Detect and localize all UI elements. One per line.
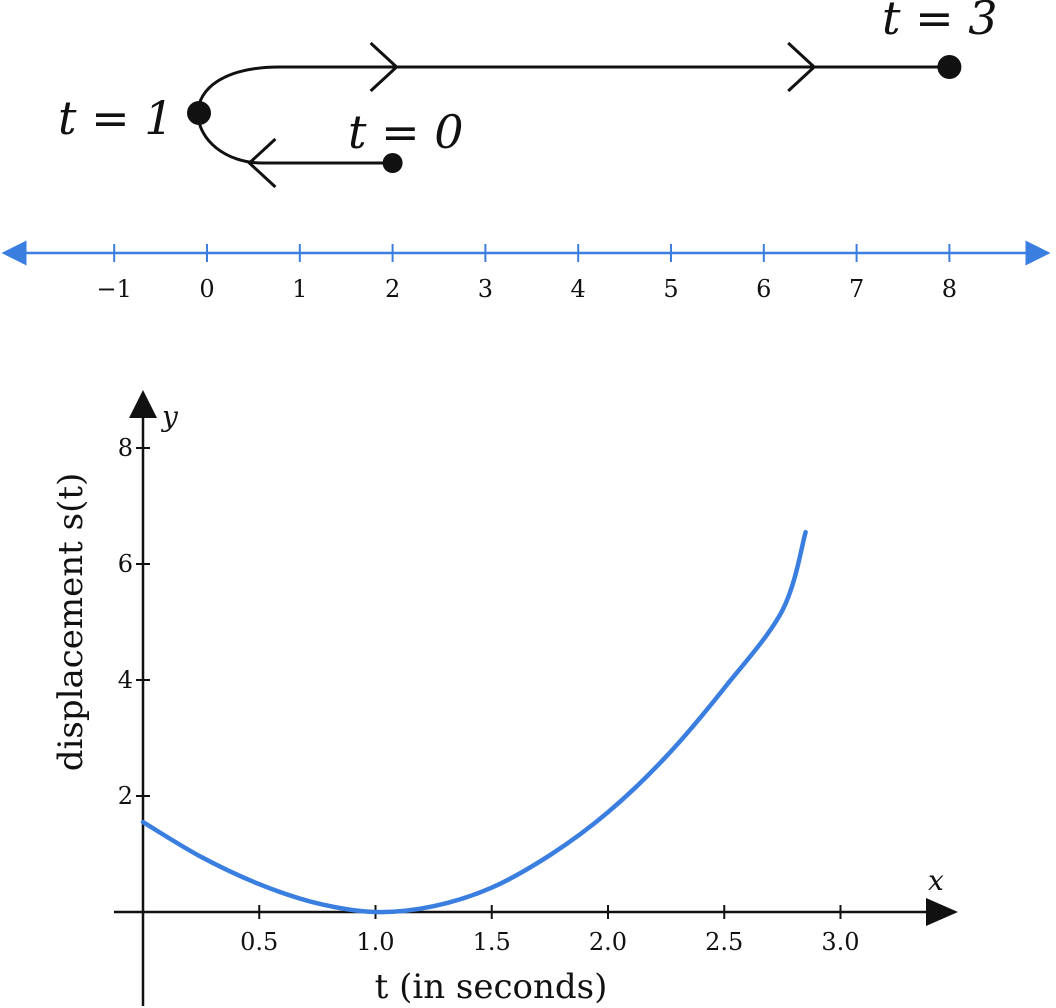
event-label-t0: t = 0 [348, 105, 464, 159]
direction-chevron-right [787, 41, 817, 93]
x-tick-label: 2.5 [705, 928, 743, 956]
y-axis-ticks: 2 4 6 8 [118, 434, 150, 810]
x-tick-label: 0.5 [240, 928, 278, 956]
series-displacement-curve [140, 529, 808, 915]
y-tick-label: 2 [118, 782, 133, 810]
direction-chevron-left [247, 137, 277, 189]
displacement-graph: x y 0.5 1.0 1.5 2.0 2.5 3.0 2 4 6 8 t (in second… [51, 390, 958, 1007]
event-label-t3: t = 3 [882, 0, 998, 45]
x-axis-ticks: 0.5 1.0 1.5 2.0 2.5 3.0 [240, 905, 860, 956]
event-dot-t0 [382, 153, 403, 173]
event-dot-t1 [187, 101, 211, 125]
event-dot-t3 [937, 55, 962, 79]
number-line-tick-label: 5 [663, 275, 678, 303]
x-tick-label: 2.0 [589, 928, 627, 956]
number-line-tick-label: 6 [756, 275, 771, 303]
number-line-tick-label: 4 [571, 275, 586, 303]
number-line-tick-label: 2 [385, 275, 400, 303]
number-line-tick-label: 1 [292, 275, 307, 303]
x-tick-label: 1.0 [356, 928, 394, 956]
motion-path [196, 65, 956, 165]
y-tick-label: 4 [118, 666, 133, 694]
x-tick-label: 3.0 [821, 928, 859, 956]
y-axis-arrowhead [129, 390, 157, 418]
y-tick-label: 8 [118, 434, 133, 462]
number-line-tick-label: −1 [97, 275, 132, 303]
y-axis-title: displacement s(t) [51, 473, 91, 772]
y-axis-name: y [160, 400, 179, 433]
event-label-t1: t = 1 [58, 91, 174, 145]
x-axis-arrowhead [926, 898, 958, 926]
x-axis-title: t (in seconds) [375, 967, 608, 1007]
number-line-tick-label: 0 [199, 275, 214, 303]
event-dots [187, 55, 962, 173]
number-line-tick-label: 7 [849, 275, 864, 303]
direction-chevron-right [369, 41, 399, 93]
number-line-tick-label: 8 [942, 275, 957, 303]
number-line-tick-label: 3 [478, 275, 493, 303]
direction-chevrons [247, 41, 817, 189]
x-tick-label: 1.5 [473, 928, 511, 956]
number-line: −1 0 1 2 3 4 5 6 7 8 [1, 240, 1051, 303]
y-tick-label: 6 [118, 550, 133, 578]
motion-diagram: t = 0 t = 1 t = 3 [58, 0, 998, 189]
number-line-ticks: −1 0 1 2 3 4 5 6 7 8 [97, 244, 957, 303]
x-axis-name: x [928, 864, 944, 897]
